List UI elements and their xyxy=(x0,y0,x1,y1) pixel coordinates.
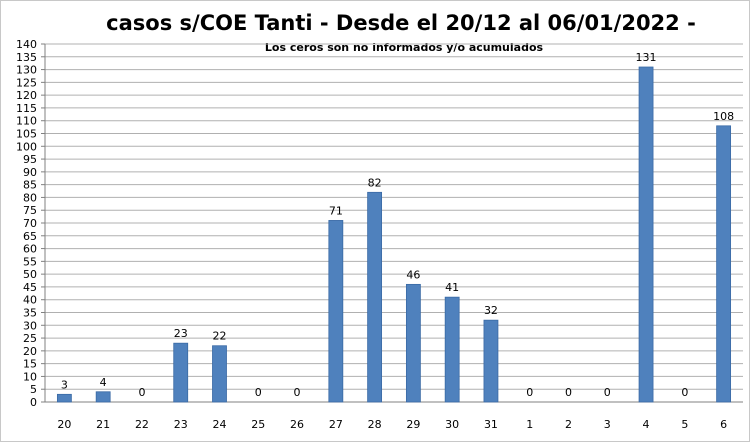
data-label: 4 xyxy=(100,376,107,389)
data-label: 0 xyxy=(565,386,572,399)
data-label: 0 xyxy=(681,386,688,399)
y-tick-label: 25 xyxy=(23,332,37,345)
x-tick-label: 28 xyxy=(368,418,382,431)
y-tick-label: 140 xyxy=(16,38,37,51)
x-tick-label: 5 xyxy=(681,418,688,431)
data-label: 71 xyxy=(329,204,343,217)
data-label: 0 xyxy=(138,386,145,399)
bars xyxy=(56,66,732,403)
data-labels: 3 4 0 23 22 0 0 71 82 46 41 32 0 0 0 131 0 108 xyxy=(61,51,734,399)
data-label: 0 xyxy=(604,386,611,399)
bar xyxy=(56,393,72,403)
data-label: 46 xyxy=(406,268,420,281)
y-tick-label: 50 xyxy=(23,268,37,281)
data-label: 3 xyxy=(61,378,68,391)
y-tick-label: 30 xyxy=(23,319,37,332)
x-tick-label: 21 xyxy=(96,418,110,431)
y-tick-label: 80 xyxy=(23,191,37,204)
y-tick-label: 20 xyxy=(23,345,37,358)
data-label: 22 xyxy=(213,330,227,343)
data-label: 82 xyxy=(368,176,382,189)
x-tick-label: 23 xyxy=(174,418,188,431)
x-tick-label: 2 xyxy=(565,418,572,431)
x-tick-label: 4 xyxy=(643,418,650,431)
bar xyxy=(173,342,189,403)
data-label: 108 xyxy=(713,110,734,123)
y-tick-label: 115 xyxy=(16,102,37,115)
data-label: 0 xyxy=(526,386,533,399)
y-tick-label: 35 xyxy=(23,307,37,320)
x-tick-label: 24 xyxy=(213,418,227,431)
y-tick-label: 85 xyxy=(23,179,37,192)
y-tick-label: 0 xyxy=(30,396,37,409)
x-tick-label: 27 xyxy=(329,418,343,431)
bar xyxy=(212,345,227,403)
data-label: 0 xyxy=(255,386,262,399)
y-tick-label: 15 xyxy=(23,358,37,371)
data-label: 131 xyxy=(636,51,657,64)
y-tick-label: 45 xyxy=(23,281,37,294)
y-tick-label: 55 xyxy=(23,255,37,268)
data-label: 0 xyxy=(294,386,301,399)
x-axis-ticks: 20 21 22 23 24 25 26 27 28 29 30 31 1 2 3 4 5 6 xyxy=(57,418,727,431)
x-tick-label: 22 xyxy=(135,418,149,431)
y-tick-label: 75 xyxy=(23,204,37,217)
y-tick-label: 135 xyxy=(16,51,37,64)
y-tick-label: 70 xyxy=(23,217,37,230)
x-tick-label: 20 xyxy=(57,418,71,431)
x-tick-label: 31 xyxy=(484,418,498,431)
bar xyxy=(716,125,732,403)
axes xyxy=(41,43,743,403)
y-tick-label: 65 xyxy=(23,230,37,243)
x-tick-label: 30 xyxy=(445,418,459,431)
bar xyxy=(95,391,111,403)
y-tick-label: 125 xyxy=(16,76,37,89)
y-tick-label: 95 xyxy=(23,153,37,166)
y-axis-ticks: 0510152025303540455055606570758085909510… xyxy=(16,38,37,409)
y-tick-label: 130 xyxy=(16,64,37,77)
bar xyxy=(638,66,654,403)
x-tick-label: 29 xyxy=(406,418,420,431)
bar xyxy=(483,319,499,403)
data-label: 23 xyxy=(174,327,188,340)
data-label: 41 xyxy=(445,281,459,294)
y-tick-label: 100 xyxy=(16,140,37,153)
chart-title: casos s/COE Tanti - Desde el 20/12 al 06… xyxy=(106,11,696,35)
y-tick-label: 5 xyxy=(30,383,37,396)
x-tick-label: 26 xyxy=(290,418,304,431)
y-tick-label: 40 xyxy=(23,294,37,307)
x-tick-label: 25 xyxy=(251,418,265,431)
y-tick-label: 110 xyxy=(16,115,37,128)
gridlines xyxy=(45,43,743,390)
y-tick-label: 10 xyxy=(23,370,37,383)
chart-subtitle: Los ceros son no informados y/o acumulad… xyxy=(265,41,544,54)
y-tick-label: 60 xyxy=(23,243,37,256)
x-tick-label: 1 xyxy=(526,418,533,431)
bar xyxy=(367,191,383,403)
bar xyxy=(328,220,344,403)
data-label: 32 xyxy=(484,304,498,317)
bar xyxy=(444,296,460,403)
y-tick-label: 120 xyxy=(16,89,37,102)
x-tick-label: 3 xyxy=(604,418,611,431)
y-tick-label: 105 xyxy=(16,128,37,141)
bar xyxy=(405,283,421,403)
x-tick-label: 6 xyxy=(720,418,727,431)
y-tick-label: 90 xyxy=(23,166,37,179)
